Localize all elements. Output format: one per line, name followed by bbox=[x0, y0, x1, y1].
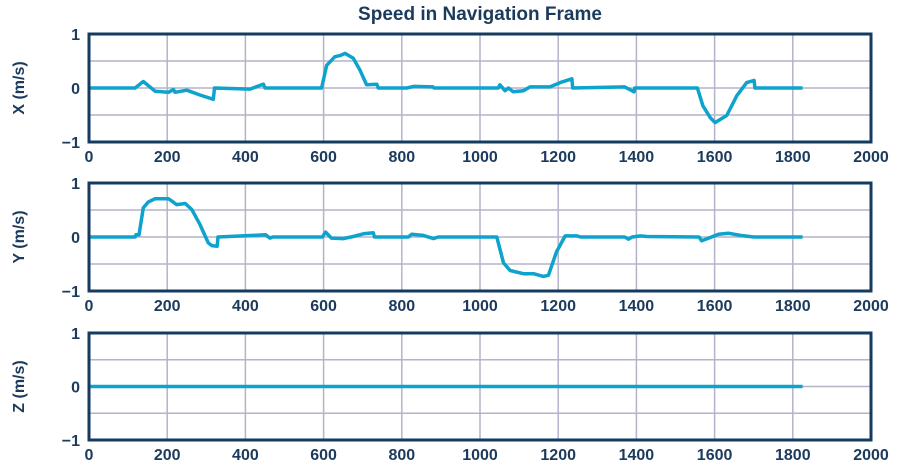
x-tick-label: 1800 bbox=[775, 298, 811, 315]
y-axis-label: X (m/s) bbox=[11, 61, 28, 114]
x-tick-label: 1600 bbox=[697, 298, 733, 315]
x-tick-label: 1200 bbox=[540, 298, 576, 315]
x-tick-label: 200 bbox=[154, 149, 181, 166]
y-tick-label: 0 bbox=[71, 81, 80, 98]
y-tick-label: 1 bbox=[71, 326, 80, 343]
x-tick-label: 2000 bbox=[853, 149, 889, 166]
series-line-y bbox=[89, 196, 803, 279]
x-tick-label: 0 bbox=[85, 298, 94, 315]
x-tick-label: 1600 bbox=[697, 447, 733, 464]
x-tick-label: 1200 bbox=[540, 447, 576, 464]
x-tick-label: 600 bbox=[310, 298, 337, 315]
x-tick-label: 400 bbox=[232, 149, 259, 166]
plot-frame bbox=[87, 32, 873, 144]
x-tick-label: 1800 bbox=[775, 447, 811, 464]
y-tick-label: 1 bbox=[71, 176, 80, 193]
x-tick-label: 1600 bbox=[697, 149, 733, 166]
x-tick-label: 800 bbox=[388, 149, 415, 166]
y-tick-label: 0 bbox=[71, 380, 80, 397]
x-tick-label: 1400 bbox=[619, 298, 655, 315]
x-tick-label: 2000 bbox=[853, 298, 889, 315]
x-tick-label: 400 bbox=[232, 298, 259, 315]
y-tick-label: −1 bbox=[62, 433, 80, 450]
x-tick-label: 1000 bbox=[462, 149, 498, 166]
x-tick-label: 1200 bbox=[540, 149, 576, 166]
y-tick-label: 0 bbox=[71, 230, 80, 247]
y-tick-label: −1 bbox=[62, 135, 80, 152]
x-tick-label: 0 bbox=[85, 447, 94, 464]
x-tick-label: 200 bbox=[154, 298, 181, 315]
x-tick-label: 1000 bbox=[462, 298, 498, 315]
series-line-x bbox=[89, 51, 803, 125]
x-tick-label: 0 bbox=[85, 149, 94, 166]
x-tick-label: 1800 bbox=[775, 149, 811, 166]
x-tick-label: 400 bbox=[232, 447, 259, 464]
x-tick-label: 1400 bbox=[619, 447, 655, 464]
plot-frame bbox=[87, 331, 873, 442]
subplot-x: 0 200 400 600 800 1000 1200 1400 1600 1800 200010−… bbox=[11, 27, 889, 166]
plot-frame bbox=[87, 181, 873, 293]
y-tick-label: 1 bbox=[71, 27, 80, 44]
y-tick-label: −1 bbox=[62, 284, 80, 301]
y-axis-label: Y (m/s) bbox=[11, 210, 28, 263]
x-tick-label: 800 bbox=[388, 298, 415, 315]
x-tick-label: 600 bbox=[310, 447, 337, 464]
y-axis-label: Z (m/s) bbox=[11, 360, 28, 412]
x-tick-label: 800 bbox=[388, 447, 415, 464]
subplot-z: 0 200 400 600 800 1000 1200 1400 1600 1800 200010−… bbox=[11, 326, 889, 464]
x-tick-label: 200 bbox=[154, 447, 181, 464]
subplot-y: 0 200 400 600 800 1000 1200 1400 1600 1800 200010−… bbox=[11, 176, 889, 315]
x-tick-label: 2000 bbox=[853, 447, 889, 464]
x-tick-label: 600 bbox=[310, 149, 337, 166]
x-tick-label: 1000 bbox=[462, 447, 498, 464]
x-tick-label: 1400 bbox=[619, 149, 655, 166]
chart-title: Speed in Navigation Frame bbox=[358, 4, 602, 25]
